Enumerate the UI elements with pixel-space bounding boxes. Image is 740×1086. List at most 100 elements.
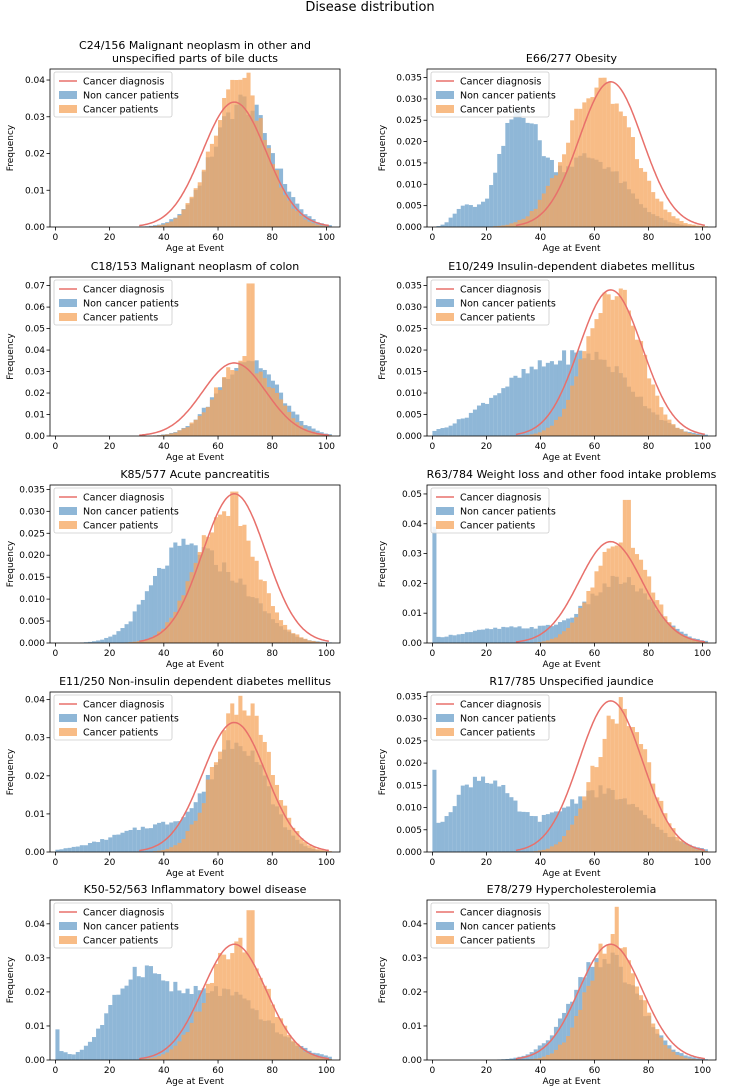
chart-panel: C18/153 Malignant neoplasm of colon 0 20 40… xyxy=(6,260,341,463)
cancer-bar xyxy=(140,1059,145,1060)
y-tick-label: 0.035 xyxy=(396,74,422,84)
non-cancer-bar xyxy=(327,1056,332,1060)
cancer-bar xyxy=(270,606,275,643)
cancer-diagnosis-line xyxy=(515,540,705,643)
cancer-bar xyxy=(663,209,668,227)
cancer-bar xyxy=(497,225,502,227)
non-cancer-bar xyxy=(104,839,109,852)
legend-box xyxy=(53,487,173,534)
cancer-diagnosis-line xyxy=(515,943,705,1060)
cancer-bar xyxy=(606,81,611,227)
cancer-bar xyxy=(169,847,174,852)
non-cancer-bar xyxy=(152,575,158,643)
legend-label: Cancer diagnosis xyxy=(460,285,541,296)
y-tick-label: 0.02 xyxy=(402,988,422,998)
cancer-bar xyxy=(144,639,149,643)
non-cancer-bar xyxy=(148,966,153,1060)
cancer-bar xyxy=(185,1032,190,1060)
plot-area xyxy=(55,910,332,1060)
cancer-bar xyxy=(197,812,202,852)
cancer-bar xyxy=(626,310,631,436)
cancer-bar xyxy=(323,1058,328,1060)
cancer-bar xyxy=(533,851,538,852)
non-cancer-bar xyxy=(509,797,514,852)
cancer-bar xyxy=(291,633,296,643)
non-cancer-bar xyxy=(703,640,708,643)
cancer-bar xyxy=(205,779,210,852)
non-cancer-bar xyxy=(327,434,332,436)
cancer-bar xyxy=(643,1000,648,1060)
x-axis-label: Age at Event xyxy=(166,1077,224,1086)
cancer-bar xyxy=(274,784,280,852)
non-cancer-bar xyxy=(481,402,486,436)
plot-area xyxy=(432,499,708,643)
non-cancer-bar xyxy=(436,226,441,227)
cancer-bar xyxy=(222,377,227,436)
cancer-bar xyxy=(695,225,700,227)
y-axis-label: Frequency xyxy=(6,124,16,171)
cancer-bar xyxy=(136,641,141,643)
non-cancer-bar xyxy=(87,641,93,643)
cancer-bar xyxy=(234,370,239,436)
non-cancer-bar xyxy=(307,216,312,227)
cancer-bar xyxy=(594,87,599,227)
cancer-bar xyxy=(667,622,672,643)
cancer-bar xyxy=(287,817,292,852)
chart-panel: C24/156 Malignant neoplasm in other andu… xyxy=(6,39,341,254)
cancer-bar xyxy=(598,565,603,643)
cancer-bar xyxy=(675,218,680,227)
y-tick-label: 0.04 xyxy=(402,920,422,930)
cancer-bar xyxy=(630,727,635,852)
cancer-bar xyxy=(209,982,214,1060)
cancer-bar xyxy=(606,294,611,436)
non-cancer-bar xyxy=(148,585,153,643)
axes-frame xyxy=(426,484,717,644)
cancer-bar xyxy=(234,941,239,1060)
x-tick-label: 60 xyxy=(212,858,224,868)
cancer-bar xyxy=(254,120,259,227)
legend: Cancer diagnosis Non cancer patients Cance… xyxy=(53,279,179,326)
cancer-bar xyxy=(618,697,623,852)
non-cancer-bar xyxy=(525,812,530,852)
legend-label: Non cancer patients xyxy=(83,299,179,310)
cancer-bar xyxy=(234,714,239,852)
non-cancer-bar xyxy=(83,1045,88,1060)
legend-label: Cancer patients xyxy=(83,105,158,116)
cancer-bar xyxy=(283,405,288,436)
x-tick-label: 60 xyxy=(589,1066,601,1076)
legend: Cancer diagnosis Non cancer patients Cance… xyxy=(430,902,556,949)
non-cancer-bar xyxy=(545,1040,550,1060)
cancer-bar xyxy=(144,1058,149,1060)
non-cancer-bar xyxy=(485,403,490,436)
y-tick-label: 0.03 xyxy=(402,954,422,964)
non-cancer-bar xyxy=(108,1004,113,1060)
cancer-bar xyxy=(517,219,522,227)
x-tick-label: 40 xyxy=(158,1066,170,1076)
cancer-bar xyxy=(590,587,595,643)
non-cancer-bar xyxy=(100,839,105,852)
non-cancer-bar xyxy=(140,599,145,643)
cancer-bar xyxy=(687,845,692,852)
non-cancer-bar xyxy=(489,397,494,436)
non-cancer-bar xyxy=(509,119,514,227)
x-tick-label: 40 xyxy=(535,442,547,452)
non-cancer-bar xyxy=(108,636,113,643)
x-tick-label: 100 xyxy=(318,649,335,659)
legend-label: Non cancer patients xyxy=(83,922,179,933)
cancer-bar xyxy=(218,751,223,852)
legend-label: Non cancer patients xyxy=(460,507,556,518)
cancer-bar xyxy=(254,715,259,852)
cancer-bar xyxy=(630,547,635,643)
cancer-bar xyxy=(634,339,640,436)
cancer-bar xyxy=(614,723,619,852)
cancer-bar xyxy=(185,831,190,852)
legend-label: Non cancer patients xyxy=(460,299,556,310)
non-cancer-bar xyxy=(501,145,506,227)
non-cancer-bar xyxy=(517,626,522,643)
cancer-bar xyxy=(287,412,292,436)
y-tick-label: 0.020 xyxy=(19,551,45,561)
non-cancer-bar xyxy=(92,641,97,643)
cancer-bar xyxy=(574,815,579,852)
non-cancer-bar xyxy=(120,628,125,643)
cancer-bar xyxy=(651,384,656,436)
